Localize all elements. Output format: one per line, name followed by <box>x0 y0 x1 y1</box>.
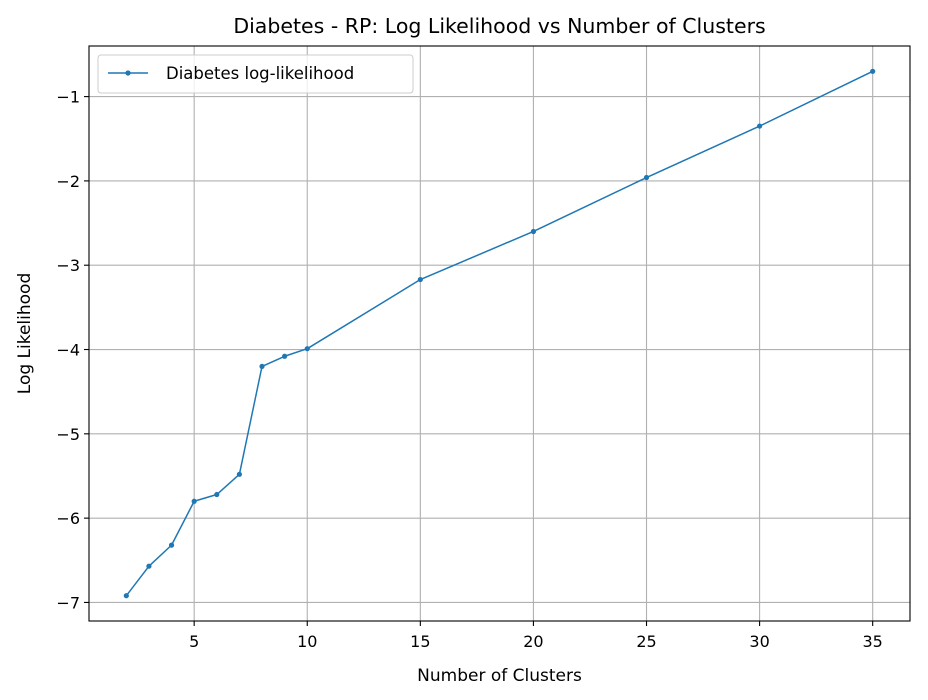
data-point <box>191 498 197 504</box>
data-point <box>259 363 265 369</box>
x-tick-label: 35 <box>863 632 883 651</box>
data-point <box>168 542 175 548</box>
data-point <box>530 228 537 235</box>
y-tick-label: −5 <box>56 425 80 444</box>
x-tick-label: 10 <box>297 632 317 651</box>
x-tick-label: 20 <box>523 632 543 651</box>
x-tick-label: 15 <box>410 632 430 651</box>
data-point <box>643 174 650 181</box>
plot-frame <box>88 45 911 622</box>
legend-entry-label: Diabetes log-likelihood <box>166 64 354 83</box>
y-tick-label: −7 <box>56 593 80 612</box>
data-point <box>123 593 129 599</box>
data-point <box>146 563 152 569</box>
x-tick-label: 30 <box>749 632 769 651</box>
axis-ticks: 5 10 15 20 25 30 35 −7 −6 −5 −4 −3 −2 −1 <box>56 88 882 651</box>
data-point <box>756 123 763 129</box>
y-tick-label: −2 <box>56 172 80 191</box>
y-tick-label: −6 <box>56 509 80 528</box>
legend-marker-swatch <box>125 70 131 76</box>
y-tick-label: −1 <box>56 88 80 107</box>
grid-lines <box>89 46 910 621</box>
series-layer <box>123 68 876 599</box>
data-point <box>236 471 243 477</box>
legend-box <box>97 54 414 94</box>
legend: Diabetes log-likelihood <box>97 54 414 94</box>
y-tick-label: −3 <box>56 256 80 275</box>
y-axis-label: Log Likelihood <box>15 273 35 394</box>
series-line <box>125 70 874 597</box>
data-point <box>304 346 310 352</box>
chart-title: Diabetes - RP: Log Likelihood vs Number … <box>233 14 765 38</box>
data-point <box>214 491 220 498</box>
x-tick-label: 25 <box>636 632 656 651</box>
data-point <box>282 353 288 359</box>
y-tick-label: −4 <box>56 341 80 360</box>
x-tick-label: 5 <box>189 632 199 651</box>
data-point <box>870 68 876 74</box>
data-point <box>417 276 423 283</box>
x-axis-label: Number of Clusters <box>417 666 582 686</box>
